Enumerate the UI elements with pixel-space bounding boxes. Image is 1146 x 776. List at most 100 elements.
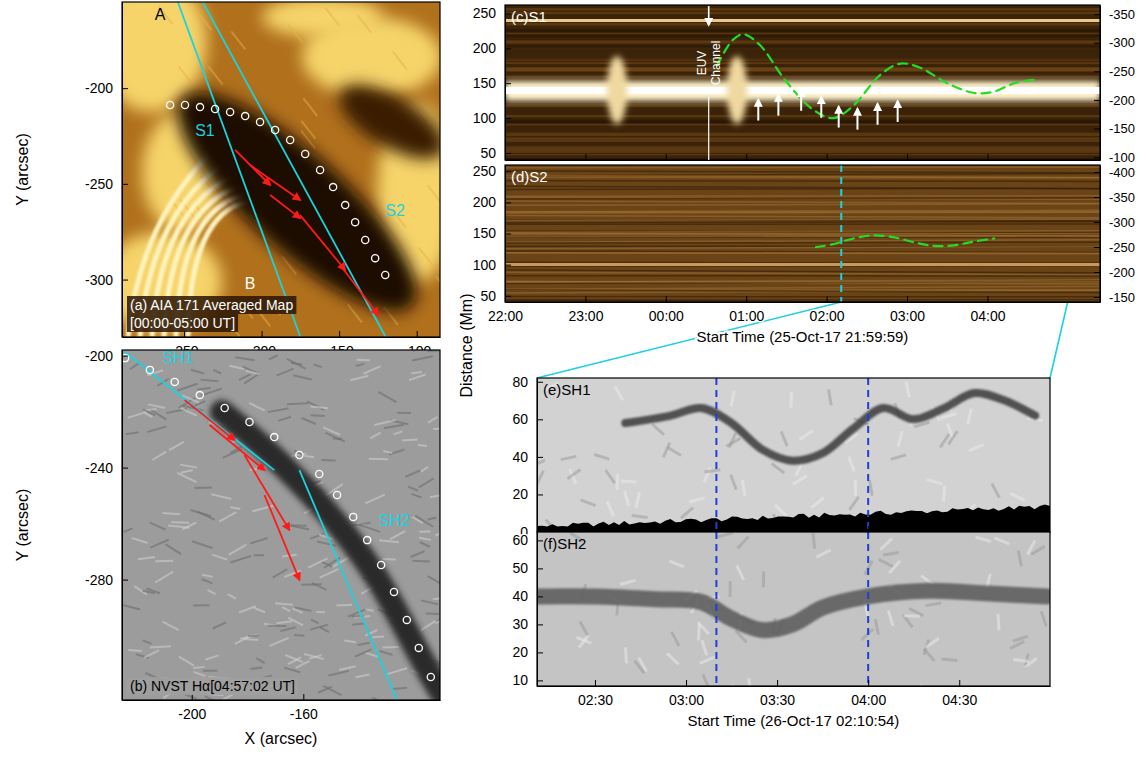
tick: 150 [473,75,511,91]
tick-mark [868,680,869,686]
tick-mark [907,154,908,160]
frame [122,2,440,337]
track-point [330,184,337,191]
tick: -240 [85,460,128,476]
tick-label: 04:00 [851,692,886,708]
tick-label: 20 [512,486,528,502]
tick-label: 250 [473,5,497,21]
tick-label: 01:00 [729,308,764,324]
tick: 10 [512,672,543,688]
connector-line [1050,302,1068,378]
tick: 01:00 [729,296,764,324]
track-point [211,105,218,112]
tick: -250 [85,176,128,192]
tick: -350 [1094,190,1135,205]
axis-line [506,302,1101,303]
tick: 04:00 [970,296,1005,324]
tick-label: -250 [85,176,113,192]
labels: SH1SH2(b) NVST Hα[04:57:02 UT]Y (arcsec)… [14,349,410,747]
tick [907,154,908,160]
track-point [350,513,357,520]
wave-arrow [800,90,802,111]
axis-left: -280 -240 -200 [85,348,128,701]
tick-label: 23:00 [568,308,603,324]
tick-mark [339,331,340,337]
tick-label: 02:30 [578,692,613,708]
tick: 100 [473,110,511,126]
track-point [196,391,203,398]
axis-title: Y (arcsec) [14,133,31,206]
tick-label: 40 [512,449,528,465]
plot-area [717,34,1035,129]
tick-label: 00:00 [649,308,684,324]
labels: (f)SH2Start Time (26-Oct-17 02:10:54) [543,535,899,729]
tick-label: 100 [473,257,497,273]
tick [585,154,586,160]
tick: -160 [290,694,318,722]
axis-left: -300-250-200 [85,3,128,338]
channel-arrow [708,6,710,25]
track-point [333,491,340,498]
tick: 30 [512,616,543,632]
label-patch [127,314,238,332]
panel: -200 -160 -280 -240 -200SH1SH2(b) NVST Hα[04… [14,345,454,747]
tick-label: 100 [473,110,497,126]
track-point [427,673,434,680]
track-point [287,136,294,143]
tick-mark [959,680,960,686]
tick: 60 [512,532,543,548]
tick-mark [505,296,511,297]
tick-label: -350 [1109,7,1135,22]
tick-label: 50 [480,288,496,304]
tick-mark [122,580,128,581]
wave-arrow [777,95,779,116]
track-point [242,112,249,119]
tick [595,526,596,532]
slit-line [178,2,301,337]
tick-label: -300 [1109,35,1135,50]
tick-mark [987,154,988,160]
panel-title: (e)SH1 [543,381,591,398]
tick: 250 [473,5,511,21]
labels: (d)S2Start Time (25-Oct-17 21:59:59) [511,168,908,345]
tick-mark [122,280,128,281]
tick-mark [262,331,263,337]
tick: 02:00 [810,296,845,324]
tick-mark [777,526,778,532]
axis-line [537,379,538,533]
flow-arrow [244,455,289,530]
tick-mark [537,419,543,420]
track-point [271,433,278,440]
plot-area [122,352,434,700]
track-point [362,236,369,243]
label-patch [127,677,298,695]
track-point [146,366,153,373]
slit-label: S2 [385,202,405,219]
frame [122,350,440,700]
tick: -250 [1094,64,1135,79]
tick-label: -200 [85,348,113,364]
labels: (c)S1EUVChannel [511,6,723,160]
tick-label: -100 [1109,150,1135,165]
axis-right: -400-350-300-250-200-150 [1094,165,1135,305]
track-point [364,537,371,544]
tick: -400 [1094,165,1135,180]
tick: 50 [512,560,543,576]
tick-mark [505,48,511,49]
track-point [227,108,234,115]
tick-label: -280 [85,572,113,588]
tick: 200 [473,194,511,210]
background [122,2,440,337]
frame [505,5,1100,160]
tick-mark [777,680,778,686]
tick: -350 [1094,7,1135,22]
tick-mark [505,202,511,203]
tick-mark [1094,43,1100,44]
tick: 40 [512,449,543,465]
tick [987,154,988,160]
wave-arrow [877,104,879,125]
tick-mark [595,526,596,532]
flow-arrow [300,215,345,270]
slit-line [125,352,274,470]
marker-line [715,378,717,532]
